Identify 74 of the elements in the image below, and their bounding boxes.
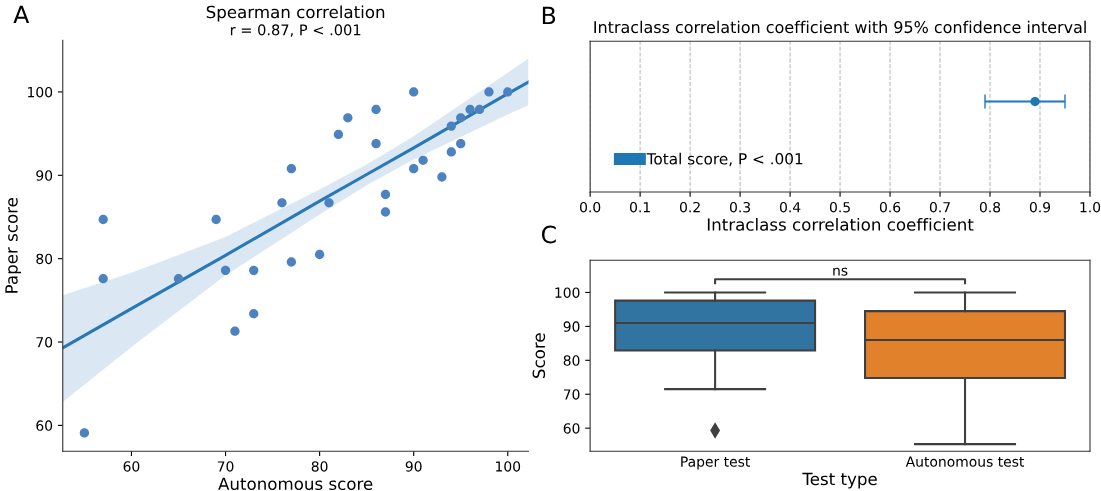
y-axis-title: Paper score [5,198,21,293]
chart-subtitle: r = 0.87, P < .001 [230,24,361,37]
x-tick-label: Paper test [681,456,750,470]
text: A [13,5,30,24]
y-tick-label: 100 [555,287,580,298]
point [437,172,447,182]
y-tick-label: 70 [563,389,580,400]
y-tick-label: 70 [36,337,53,348]
x-tick-label: 60 [123,461,140,472]
x-tick-label: 0.3 [729,201,751,213]
point [371,138,381,149]
point [286,163,297,174]
point [230,326,240,336]
y-tick-label: 90 [563,321,580,332]
text: B [542,6,556,25]
point [324,198,334,208]
point [286,257,297,267]
y-tick-label: 90 [36,170,53,181]
y-tick-label: 80 [36,253,53,265]
line-series [62,80,529,350]
point [409,163,419,174]
x-axis-title: Intraclass correlation coefficient [707,217,974,231]
point [446,121,456,131]
x-tick-label: 0.5 [829,201,850,213]
x-tick-label: 0.8 [979,201,1001,213]
x-tick-label: Autonomous test [905,456,1025,467]
x-tick-label: 0.1 [629,201,650,213]
x-tick-label: 0.2 [679,201,700,213]
y-axis-title: Score [532,333,546,378]
point [98,214,108,225]
point [220,265,231,275]
x-tick-label: 70 [217,461,234,472]
point [371,104,381,115]
x-tick-label: 1.0 [1080,201,1101,213]
point [249,265,259,275]
text: C [541,225,556,244]
point [98,274,108,284]
point [503,87,513,97]
point [277,198,287,208]
point [418,155,428,165]
x-tick-label: 80 [311,461,328,472]
x-tick-label: 0.0 [580,201,601,213]
x-tick-label: 90 [405,461,422,472]
point [484,87,494,97]
x-axis-title: Test type [802,472,877,489]
chart-title: Spearman correlation [206,5,385,22]
point [456,138,466,149]
point [211,214,221,225]
point [465,104,475,115]
x-tick-label: 0.7 [929,201,950,213]
point [343,113,353,123]
y-tick-label: 60 [563,423,580,434]
x-tick-label: 0.6 [879,201,901,213]
y-tick-label: 80 [563,355,580,366]
point [380,207,391,217]
legend-label: Total score, P < .001 [646,152,803,167]
point [446,147,456,157]
x-tick-label: 0.9 [1029,201,1051,213]
point [314,249,325,260]
y-tick-label: 100 [28,86,53,98]
point [173,274,184,284]
x-tick-label: 0.4 [779,201,801,213]
y-tick-label: 60 [36,420,53,431]
point [249,309,259,319]
x-axis-title: Autonomous score [218,477,373,491]
point [474,104,485,115]
point [456,113,466,123]
point [333,129,344,140]
annotation: ns [833,267,848,276]
point [409,87,419,97]
point [79,428,90,438]
point [380,189,391,200]
x-tick-label: 100 [496,461,521,472]
chart-title: Intraclass correlation coefficient with 95% confidence interval [594,20,1086,34]
